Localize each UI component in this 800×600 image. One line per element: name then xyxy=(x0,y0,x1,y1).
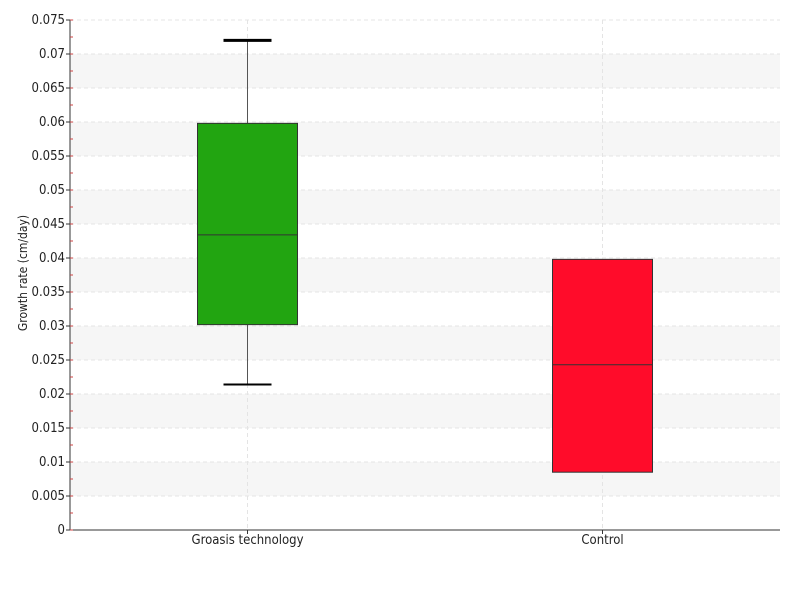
y-tick-label: 0.03 xyxy=(39,319,65,334)
x-category-labels: Groasis technology Control xyxy=(192,533,624,548)
y-tick-label: 0 xyxy=(58,523,65,538)
box-body xyxy=(197,122,298,326)
y-tick-label: 0.055 xyxy=(32,149,65,164)
y-tick-label: 0.02 xyxy=(39,387,65,402)
x-category-label: Control xyxy=(581,533,623,548)
grid-band xyxy=(70,462,780,496)
y-tick-label: 0.04 xyxy=(39,251,65,266)
y-tick-label: 0.065 xyxy=(32,81,65,96)
box-body xyxy=(552,258,653,473)
grid-band xyxy=(70,394,780,428)
y-tick-label: 0.045 xyxy=(32,217,65,232)
y-tick-label: 0.035 xyxy=(32,285,65,300)
background-bands xyxy=(70,54,780,496)
y-tick-label: 0.05 xyxy=(39,183,65,198)
y-tick-label: 0.015 xyxy=(32,421,65,436)
grid-band xyxy=(70,54,780,88)
axes xyxy=(66,19,780,534)
box-2 xyxy=(552,258,653,473)
y-tick-labels: 0 0.005 0.01 0.015 0.02 0.025 0.03 0.035 0.04 0.0… xyxy=(32,13,65,538)
grid-band xyxy=(70,122,780,156)
grid-band xyxy=(70,190,780,224)
y-tick-label: 0.075 xyxy=(32,13,65,28)
y-tick-label: 0.005 xyxy=(32,489,65,504)
grid-band xyxy=(70,326,780,360)
y-tick-label: 0.025 xyxy=(32,353,65,368)
y-axis-title: Growth rate (cm/day) xyxy=(16,215,30,331)
y-tick-label: 0.01 xyxy=(39,455,65,470)
y-tick-label: 0.06 xyxy=(39,115,65,130)
x-category-label: Groasis technology xyxy=(192,533,304,548)
box-1 xyxy=(197,38,298,386)
grid-band xyxy=(70,258,780,292)
boxes xyxy=(197,38,653,473)
y-tick-label: 0.07 xyxy=(39,47,65,62)
